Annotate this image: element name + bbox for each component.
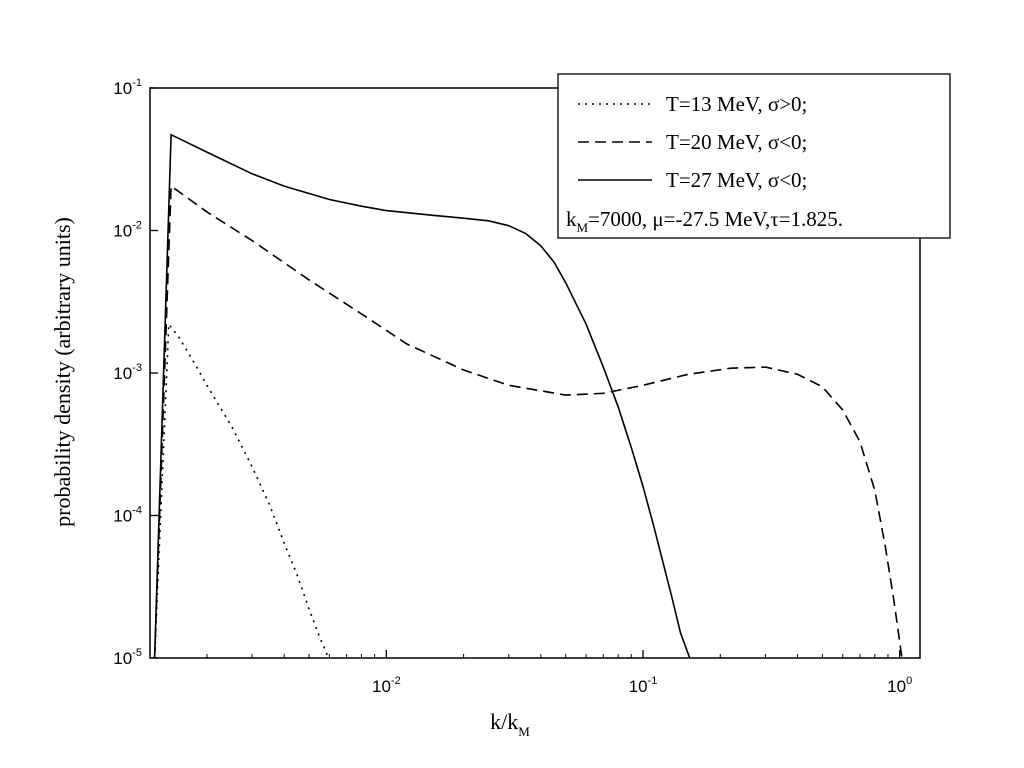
y-tick-label-5: 10-5 (113, 647, 142, 668)
tick-layer: 10-2 10-1 100 10-1 10-2 10-3 10-4 10-5 (113, 77, 912, 696)
x-axis-label: k/kM (490, 709, 530, 739)
x-tick-label-3: 100 (887, 675, 912, 696)
x-tick-label-2: 10-1 (629, 675, 658, 696)
legend: T=13 MeV, σ>0; T=20 MeV, σ<0; T=27 MeV, σ<… (557, 73, 951, 239)
legend-label-3: T=27 MeV, σ<0; (666, 168, 807, 192)
series-line-3 (153, 133, 691, 659)
series-layer (153, 133, 903, 659)
y-tick-label-3: 10-3 (113, 362, 142, 383)
legend-annotation: kM=7000, μ=-27.5 MeV,τ=1.825. (566, 207, 843, 235)
series-line-2 (153, 184, 903, 659)
legend-entries: T=13 MeV, σ>0; T=20 MeV, σ<0; T=27 MeV, σ<… (578, 92, 807, 192)
y-tick-label-4: 10-4 (113, 505, 142, 526)
y-tick-label-2: 10-2 (113, 220, 142, 241)
series-line-1 (153, 321, 330, 659)
y-tick-label-1: 10-1 (113, 77, 142, 98)
legend-label-2: T=20 MeV, σ<0; (666, 130, 807, 154)
legend-box (557, 73, 951, 239)
y-axis-label: probability density (arbitrary units) (50, 217, 75, 527)
x-tick-label-1: 10-2 (372, 675, 401, 696)
legend-label-1: T=13 MeV, σ>0; (666, 92, 807, 116)
